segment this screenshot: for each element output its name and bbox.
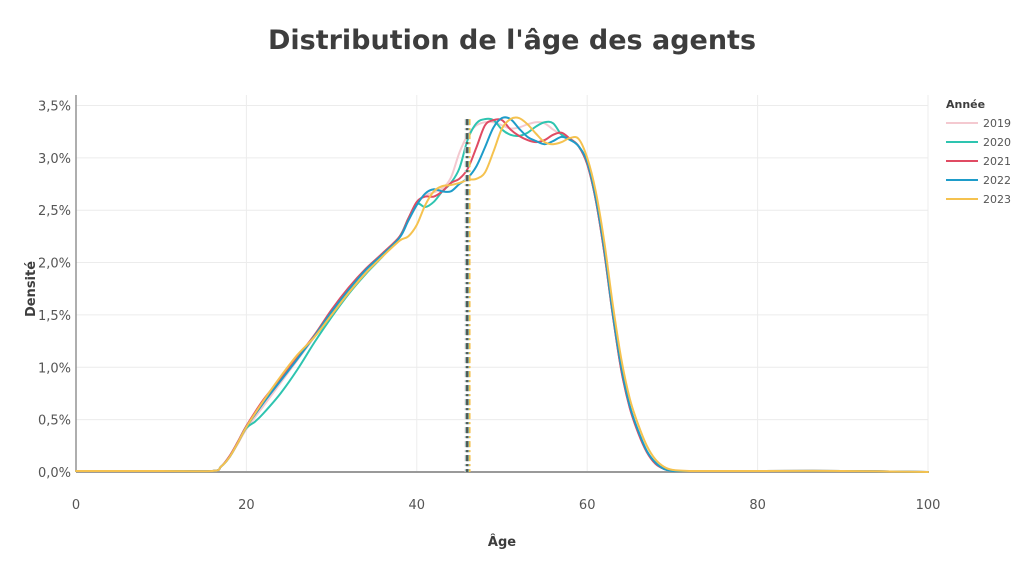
y-axis-title: Densité: [24, 261, 39, 317]
x-tick-label: 20: [238, 498, 255, 513]
y-tick-label: 0,0%: [38, 466, 71, 481]
series-line-2021[interactable]: [75, 118, 929, 473]
y-tick-label: 1,5%: [38, 309, 71, 324]
legend-items[interactable]: 2019 2020 2021 2022 2023: [946, 117, 1011, 206]
legend[interactable]: Année 2019 2020 2021 2022 2023: [946, 98, 1011, 206]
legend-label: 2019: [983, 117, 1011, 130]
legend-label: 2023: [983, 193, 1011, 206]
median-markers: [464, 119, 471, 472]
y-tick-label: 2,5%: [38, 204, 71, 219]
x-tick-label: 80: [749, 498, 766, 513]
legend-item-2021[interactable]: 2021: [946, 155, 1011, 168]
series-line-2023[interactable]: [75, 116, 929, 473]
series-lines[interactable]: [75, 116, 929, 473]
x-tick-label: 40: [409, 498, 426, 513]
legend-item-2020[interactable]: 2020: [946, 136, 1011, 149]
legend-item-2022[interactable]: 2022: [946, 174, 1011, 187]
axes: 0,0% 0,5% 1,0% 1,5% 2,0% 2,5% 3,0% 3,5% 0 20 40 60 8…: [38, 95, 940, 513]
gridlines: [76, 95, 929, 472]
legend-label: 2022: [983, 174, 1011, 187]
chart-title: Distribution de l'âge des agents: [268, 25, 756, 56]
legend-title: Année: [946, 98, 985, 111]
legend-item-2019[interactable]: 2019: [946, 117, 1011, 130]
series-line-2022[interactable]: [75, 116, 929, 473]
series-line-2020[interactable]: [75, 117, 929, 473]
x-tick-label: 100: [916, 498, 941, 513]
y-tick-label: 2,0%: [38, 257, 71, 272]
y-tick-label: 3,0%: [38, 152, 71, 167]
x-tick-label: 0: [72, 498, 80, 513]
legend-item-2023[interactable]: 2023: [946, 193, 1011, 206]
y-tick-label: 3,5%: [38, 99, 71, 114]
legend-label: 2021: [983, 155, 1011, 168]
y-tick-label: 0,5%: [38, 414, 71, 429]
x-tick-label: 60: [579, 498, 596, 513]
x-axis-title: Âge: [488, 534, 516, 550]
legend-label: 2020: [983, 136, 1011, 149]
y-tick-label: 1,0%: [38, 361, 71, 376]
